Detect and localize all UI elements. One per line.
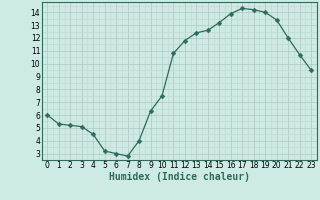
X-axis label: Humidex (Indice chaleur): Humidex (Indice chaleur) <box>109 172 250 182</box>
